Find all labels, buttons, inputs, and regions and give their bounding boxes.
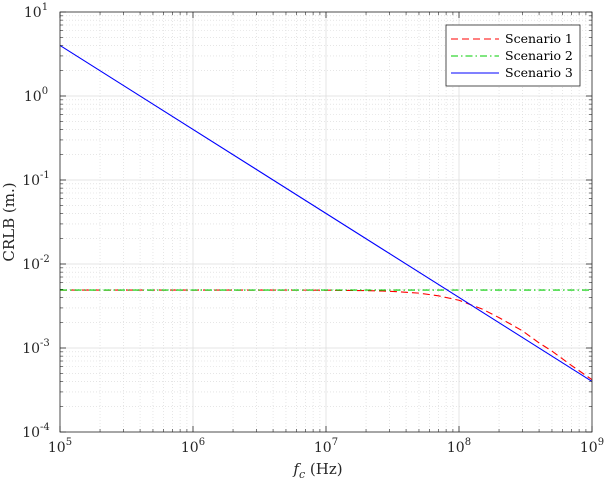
legend-label-scenario-1: Scenario 1 <box>505 31 573 46</box>
y-tick-label: 100 <box>24 86 48 105</box>
series-layer <box>59 44 593 382</box>
series-line-scenario-1 <box>60 289 593 381</box>
x-tick-labels: 105 106 107 108 109 <box>48 437 604 456</box>
y-tick-label: 10-4 <box>22 422 50 441</box>
legend: Scenario 1 Scenario 2 Scenario 3 <box>445 24 581 87</box>
x-tick-label: 106 <box>181 437 205 456</box>
x-tick-label: 107 <box>314 437 338 456</box>
y-axis-label: CRLB (m.) <box>0 182 18 261</box>
y-tick-label: 10-2 <box>22 254 50 273</box>
y-tick-label: 101 <box>24 2 48 21</box>
x-tick-label: 109 <box>580 437 604 456</box>
y-tick-label: 10-3 <box>22 338 50 357</box>
legend-label-scenario-3: Scenario 3 <box>505 65 573 80</box>
legend-label-scenario-2: Scenario 2 <box>505 48 573 63</box>
tick-marks <box>59 11 593 433</box>
x-axis-label: fc (Hz) <box>292 460 342 481</box>
x-tick-label: 105 <box>48 437 72 456</box>
series-line-scenario-3 <box>59 44 593 382</box>
y-tick-label: 10-1 <box>22 170 50 189</box>
x-tick-label: 108 <box>447 437 471 456</box>
y-tick-labels: 10-4 10-3 10-2 10-1 100 101 <box>22 2 50 441</box>
